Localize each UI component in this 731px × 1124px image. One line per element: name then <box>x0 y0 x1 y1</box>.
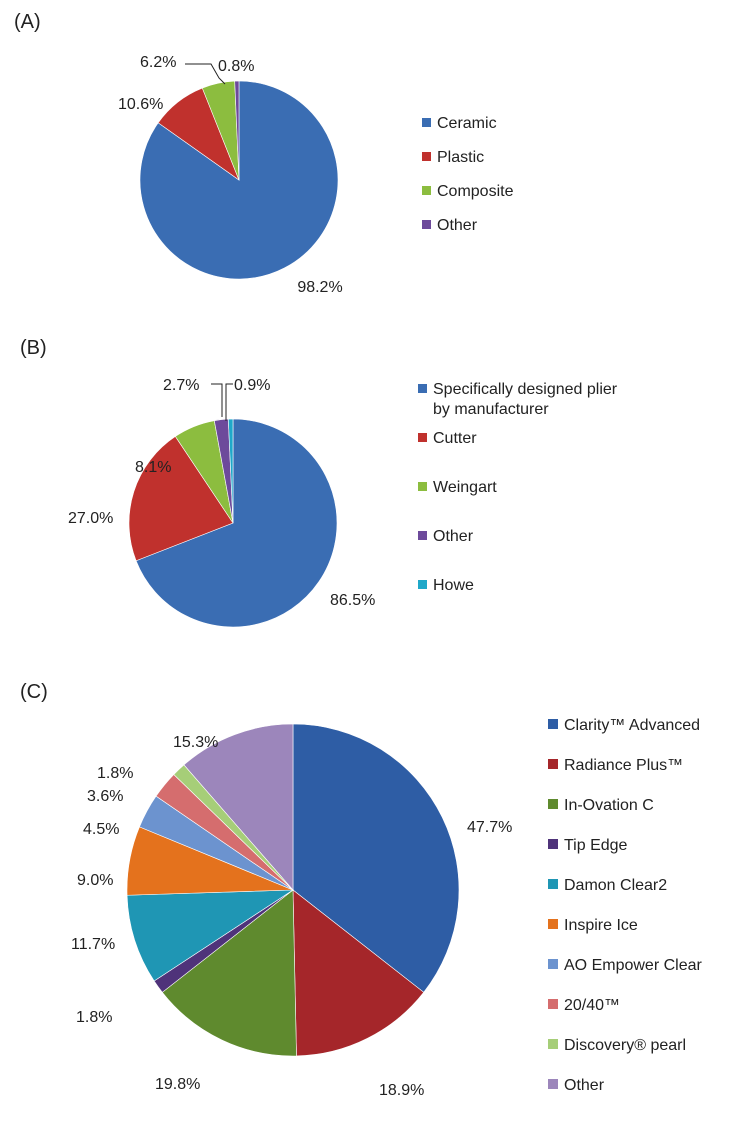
legend-swatch-tip-edge <box>548 839 558 849</box>
data-label-composite: 6.2% <box>140 54 176 71</box>
data-label-ceramic: 98.2% <box>297 279 342 296</box>
data-label-other: 2.7% <box>163 377 199 394</box>
legend-swatch-radiance-plus <box>548 759 558 769</box>
pie-chart-a: (A) 98.2% 10.6% 6.2% 0.8% Ceramic Plastic Comp… <box>0 0 731 310</box>
legend-swatch-in-ovation-c <box>548 799 558 809</box>
panel-label-a: (A) <box>14 11 41 33</box>
legend-swatch-20-40 <box>548 999 558 1009</box>
data-label-in-ovation-c: 19.8% <box>155 1076 200 1093</box>
slice-damon-clear2 <box>126 889 295 982</box>
legend-swatch-plastic <box>422 152 431 161</box>
data-label-cutter: 27.0% <box>68 510 113 527</box>
data-label-howe: 0.9% <box>234 377 270 394</box>
legend-label-damon-clear2: Damon Clear2 <box>564 877 667 894</box>
legend-label-composite: Composite <box>437 183 514 200</box>
legend-label-radiance-plus: Radiance Plus™ <box>564 757 683 774</box>
leader-line-howe <box>225 383 233 421</box>
pie-chart-b: (B) 86.5% 27.0% 8.1% 2.7% 0.9% Specifically d… <box>0 320 731 650</box>
leader-line-other <box>211 383 223 417</box>
data-label-tip-edge: 1.8% <box>76 1009 112 1026</box>
legend-label-other: Other <box>437 217 478 234</box>
legend-label-20-40: 20/40™ <box>564 997 620 1014</box>
slice-clarity-advanced <box>292 723 460 993</box>
legend-label-cutter: Cutter <box>433 430 477 447</box>
data-label-20-40: 3.6% <box>87 788 123 805</box>
slice-radiance-plus <box>292 889 425 1057</box>
slice-cutter <box>128 436 234 562</box>
data-label-inspire-ice: 9.0% <box>77 872 113 889</box>
legend-label-specifically-designed-plier-by-manufacturer: Specifically designed plier by manufactur… <box>433 381 618 418</box>
legend-swatch-specifically-designed-plier-by-manufacturer <box>418 384 427 393</box>
legend-label-other: Other <box>433 528 474 545</box>
leader-line-composite <box>185 63 226 85</box>
legend-label-clarity-advanced: Clarity™ Advanced <box>564 717 700 734</box>
legend-label-howe: Howe <box>433 577 474 594</box>
legend-swatch-other <box>418 531 427 540</box>
data-label-clarity-advanced: 47.7% <box>467 819 512 836</box>
pie-a-svg: 98.2% 10.6% 6.2% 0.8% Ceramic Plastic Composit… <box>118 54 514 296</box>
pie-c-svg: 47.7% 18.9% 19.8% 1.8% 11.7% 9.0% 4.5% 3.6% 1.8%… <box>71 717 702 1099</box>
legend-swatch-ceramic <box>422 118 431 127</box>
legend-label-ceramic: Ceramic <box>437 115 497 132</box>
slice-howe <box>227 418 234 524</box>
legend-label-weingart: Weingart <box>433 479 497 496</box>
data-label-damon-clear2: 11.7% <box>71 936 115 953</box>
slice-other <box>234 80 240 181</box>
slice-other <box>183 723 294 891</box>
slice-specifically-designed-plier-by-manufacturer <box>135 418 338 628</box>
legend-label-inspire-ice: Inspire Ice <box>564 917 638 934</box>
panel-label-b: (B) <box>20 337 47 359</box>
legend-swatch-ao-empower-clear <box>548 959 558 969</box>
legend-swatch-damon-clear2 <box>548 879 558 889</box>
legend-swatch-composite <box>422 186 431 195</box>
legend-swatch-clarity-advanced <box>548 719 558 729</box>
legend-swatch-cutter <box>418 433 427 442</box>
legend-swatch-weingart <box>418 482 427 491</box>
legend-swatch-howe <box>418 580 427 589</box>
pie-b-svg: 86.5% 27.0% 8.1% 2.7% 0.9% Specifically desig… <box>68 377 618 628</box>
data-label-radiance-plus: 18.9% <box>379 1082 424 1099</box>
data-label-other: 0.8% <box>218 58 254 75</box>
data-label-specifically-designed-plier-by-manufacturer: 86.5% <box>330 592 375 609</box>
panel-label-c: (C) <box>20 681 48 703</box>
data-label-ao-empower-clear: 4.5% <box>83 821 119 838</box>
legend-label-ao-empower-clear: AO Empower Clear <box>564 957 702 974</box>
legend-label-in-ovation-c: In-Ovation C <box>564 797 654 814</box>
legend-swatch-inspire-ice <box>548 919 558 929</box>
data-label-plastic: 10.6% <box>118 96 163 113</box>
legend-swatch-discovery-pearl <box>548 1039 558 1049</box>
legend-swatch-other <box>548 1079 558 1089</box>
legend-label-tip-edge: Tip Edge <box>564 837 628 854</box>
legend-label-other: Other <box>564 1077 605 1094</box>
data-label-other: 15.3% <box>173 734 218 751</box>
data-label-discovery-pearl: 1.8% <box>97 765 133 782</box>
legend-swatch-other <box>422 220 431 229</box>
slice-in-ovation-c <box>161 889 297 1057</box>
pie-chart-c: (C) 47.7% 18.9% 19.8% 1.8% 11.7% 9.0% 4.5% 3.6%… <box>0 660 731 1124</box>
legend-label-discovery-pearl: Discovery® pearl <box>564 1037 686 1054</box>
data-label-weingart: 8.1% <box>135 459 171 476</box>
legend-label-plastic: Plastic <box>437 149 484 166</box>
